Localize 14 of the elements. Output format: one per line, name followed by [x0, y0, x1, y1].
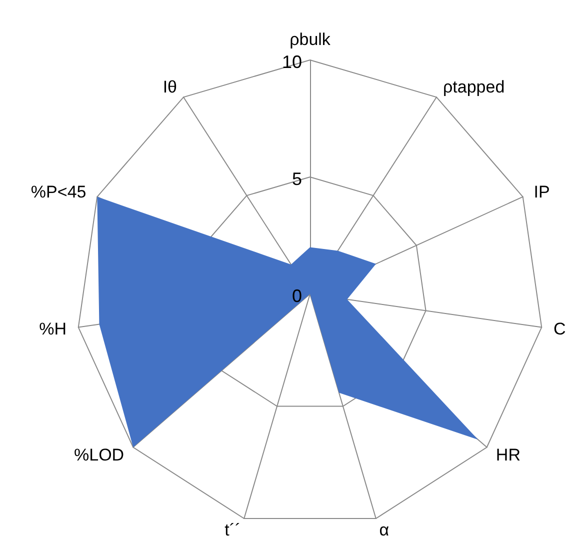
spoke-label: IP: [534, 182, 550, 202]
spoke-label: ρbulk: [290, 30, 331, 49]
spoke-label: %P<45: [30, 182, 86, 202]
y-tick-label: 10: [282, 52, 302, 72]
spoke-label: %LOD: [74, 446, 124, 465]
spoke-label: α: [379, 520, 390, 540]
spoke-label: %H: [39, 320, 67, 339]
y-tick-label: 0: [292, 286, 302, 306]
y-tick-label: 5: [292, 169, 302, 189]
spoke-label: ρtapped: [443, 78, 505, 97]
spoke-label: HR: [496, 446, 520, 465]
spoke-label: t´´: [224, 520, 241, 540]
spoke-label: Iθ: [162, 78, 177, 97]
spoke-label: C: [553, 320, 566, 339]
